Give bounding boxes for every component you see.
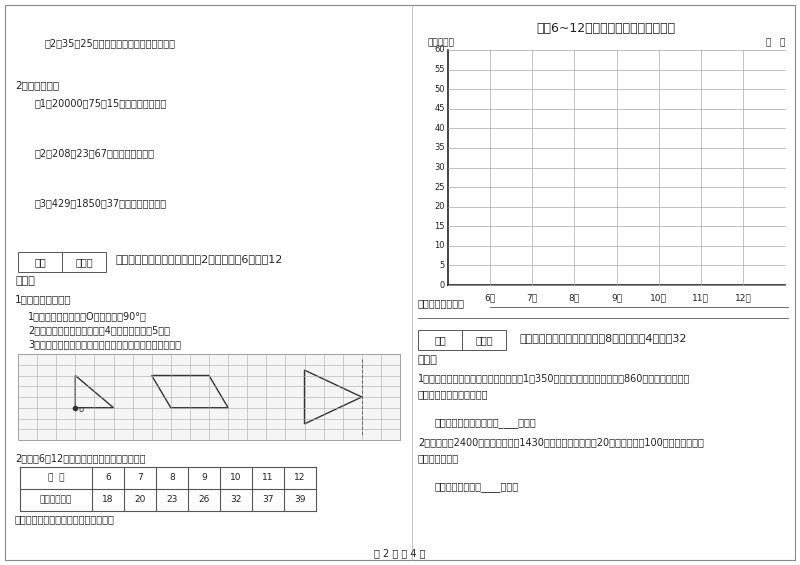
Text: 得分: 得分	[434, 335, 446, 345]
Text: 7: 7	[137, 473, 143, 483]
Text: 55: 55	[434, 65, 445, 74]
Text: 评卷人: 评卷人	[475, 335, 493, 345]
Bar	[418, 330, 506, 350]
Text: 俩的饮料一共是多少毫升？: 俩的饮料一共是多少毫升？	[418, 389, 489, 399]
Text: 7岁: 7岁	[526, 293, 538, 302]
Text: 2．列式计算。: 2．列式计算。	[15, 80, 59, 90]
Text: 2．粮店原有2400千克大米，卖出1430千克后，现在又运进20袋，平均每袋100千克，粮店现有: 2．粮店原有2400千克大米，卖出1430千克后，现在又运进20袋，平均每袋10…	[418, 437, 704, 447]
Text: 23: 23	[166, 496, 178, 505]
Text: 3、画出右边的图形的另一半，使它成为一个轴对称图形。: 3、画出右边的图形的另一半，使它成为一个轴对称图形。	[28, 339, 181, 349]
Text: 8岁: 8岁	[569, 293, 580, 302]
Text: 37: 37	[262, 496, 274, 505]
Bar	[18, 252, 106, 272]
Text: 评卷人: 评卷人	[75, 257, 93, 267]
Text: 12: 12	[294, 473, 306, 483]
Text: 1．操作与探索题。: 1．操作与探索题。	[15, 294, 72, 304]
Text: 25: 25	[434, 182, 445, 192]
Text: 年   月: 年 月	[766, 38, 785, 47]
Text: 2．芳在6到12岁每年的生日测得体重如下表。: 2．芳在6到12岁每年的生日测得体重如下表。	[15, 453, 146, 463]
Text: 大米多少千克？: 大米多少千克？	[418, 453, 459, 463]
Text: 6: 6	[105, 473, 111, 483]
Text: 8: 8	[169, 473, 175, 483]
Text: 32: 32	[230, 496, 242, 505]
Text: 9岁: 9岁	[611, 293, 622, 302]
Text: 六、应用知识，解决问题（共8小题，每题4分，共32: 六、应用知识，解决问题（共8小题，每题4分，共32	[520, 333, 687, 343]
Text: 11: 11	[262, 473, 274, 483]
Text: 根据表中的数据，完成下面的统计图。: 根据表中的数据，完成下面的统计图。	[15, 514, 115, 524]
Text: 20: 20	[434, 202, 445, 211]
Text: 1、将下图三角形绕点O逆时针旋转90°。: 1、将下图三角形绕点O逆时针旋转90°。	[28, 311, 147, 321]
Text: 26: 26	[198, 496, 210, 505]
Text: 芳芳6~12岁每年生日体重情况统计图: 芳芳6~12岁每年生日体重情况统计图	[537, 22, 675, 35]
Text: 分）。: 分）。	[15, 276, 35, 286]
Text: 15: 15	[434, 221, 445, 231]
Text: 40: 40	[434, 124, 445, 133]
Text: 五、认真思考，综合能力（共2小题，每题6分，共12: 五、认真思考，综合能力（共2小题，每题6分，共12	[115, 254, 282, 264]
Text: 35: 35	[434, 144, 445, 153]
Text: 答：他们俩的饮料一共是____毫升。: 答：他们俩的饮料一共是____毫升。	[435, 418, 537, 428]
Text: 答：粮店现有大米____千克。: 答：粮店现有大米____千克。	[435, 482, 519, 492]
Text: 18: 18	[102, 496, 114, 505]
Text: 2、将平行四边形先向下平移4格，再向右平移5格。: 2、将平行四边形先向下平移4格，再向右平移5格。	[28, 325, 170, 335]
Text: 5: 5	[440, 261, 445, 270]
Text: 12岁: 12岁	[734, 293, 751, 302]
Text: 30: 30	[434, 163, 445, 172]
Text: 体重（千克）: 体重（千克）	[40, 496, 72, 505]
Text: 11岁: 11岁	[692, 293, 709, 302]
Text: 60: 60	[434, 46, 445, 54]
Text: 39: 39	[294, 496, 306, 505]
Text: 10: 10	[434, 241, 445, 250]
Text: （3）429加1850与37的商，和是多少？: （3）429加1850与37的商，和是多少？	[35, 198, 167, 208]
Text: 第 2 页 共 4 页: 第 2 页 共 4 页	[374, 548, 426, 558]
Text: （1）20000减75乘15的积，差是多少？: （1）20000减75乘15的积，差是多少？	[35, 98, 167, 108]
Text: 0: 0	[440, 280, 445, 289]
Text: 50: 50	[434, 85, 445, 94]
Text: 从表中我发现了：: 从表中我发现了：	[418, 298, 465, 308]
Bar	[18, 354, 400, 440]
Text: 得分: 得分	[34, 257, 46, 267]
Text: （2）208乘23与67的和，积是多少？: （2）208乘23与67的和，积是多少？	[35, 148, 155, 158]
Text: （2）35与25的和再乘它们的差，积是多少？: （2）35与25的和再乘它们的差，积是多少？	[45, 38, 176, 48]
Text: 单位：千克: 单位：千克	[428, 38, 455, 47]
Text: 分）。: 分）。	[418, 355, 438, 365]
Text: 20: 20	[134, 496, 146, 505]
Text: 9: 9	[201, 473, 207, 483]
Text: o: o	[78, 405, 83, 414]
Text: 6岁: 6岁	[485, 293, 496, 302]
Text: 1．亮亮和妈妈到超市买东西，亮亮买了1瓶350毫升的饮料，妈妈买了一瓶860毫升的饮料，他们: 1．亮亮和妈妈到超市买东西，亮亮买了1瓶350毫升的饮料，妈妈买了一瓶860毫升…	[418, 373, 690, 383]
Text: 年  龄: 年 龄	[48, 473, 64, 483]
Text: 10: 10	[230, 473, 242, 483]
Text: 10岁: 10岁	[650, 293, 667, 302]
Text: 45: 45	[434, 105, 445, 113]
